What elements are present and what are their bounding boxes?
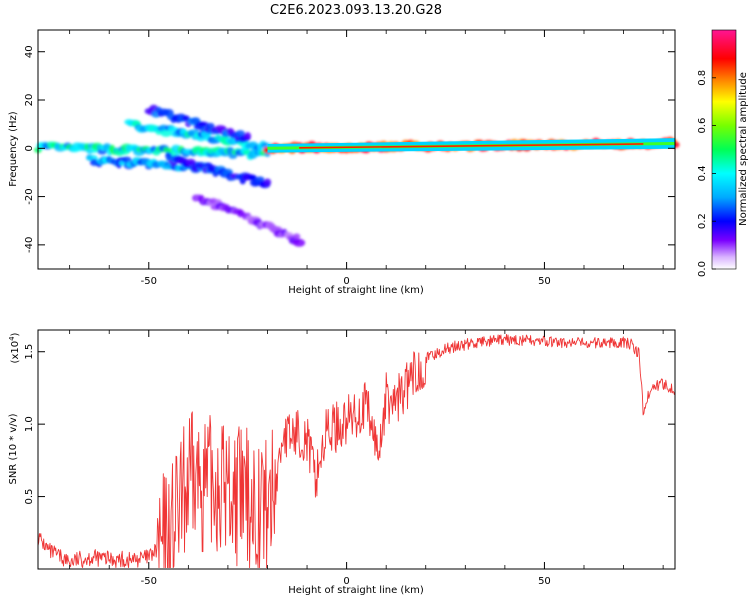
x-tick-label: 0 bbox=[343, 576, 349, 587]
colorbar: 0.0 0.2 0.4 0.6 0.8 Normalized spectral ampl… bbox=[697, 29, 749, 277]
snr-x-axis-label: Height of straight line (km) bbox=[288, 585, 424, 596]
x-tick-label: -50 bbox=[141, 276, 157, 287]
colorbar-gradient bbox=[711, 29, 737, 270]
snr-line bbox=[37, 333, 676, 569]
spectrogram-blob bbox=[293, 238, 306, 247]
snr-panel: -50 0 50 0.5 1.0 1.5 Height of straight line … bbox=[8, 329, 676, 596]
spectrogram-blob bbox=[244, 132, 252, 140]
x-tick-label: -50 bbox=[141, 576, 157, 587]
snr-frame bbox=[37, 329, 676, 570]
colorbar-tick-label: 0.6 bbox=[697, 118, 708, 134]
colorbar-tick-label: 0.8 bbox=[697, 70, 708, 86]
spectrogram-blob bbox=[197, 121, 209, 127]
snr-y-multiplier: (x104) bbox=[8, 332, 21, 363]
colorbar-ticks: 0.0 0.2 0.4 0.6 0.8 bbox=[697, 70, 716, 277]
spectrogram-blobs bbox=[34, 104, 680, 247]
colorbar-tick-label: 0.2 bbox=[697, 213, 708, 229]
snr-y-axis-label: SNR (10 * v/v) bbox=[8, 413, 19, 484]
spectrogram-blob bbox=[181, 115, 190, 121]
spectrogram-frame bbox=[37, 29, 676, 270]
spectrogram-panel: -50 0 50 -40 -20 0 20 40 Height of straight lin… bbox=[8, 29, 680, 296]
spectrogram-blob bbox=[121, 156, 132, 163]
snr-background bbox=[38, 330, 675, 569]
colorbar-label: Normalized spectral amplitude bbox=[738, 72, 749, 226]
y-tick-label: 0 bbox=[24, 145, 35, 151]
chart-title: C2E6.2023.093.13.20.G28 bbox=[270, 3, 442, 18]
spectrogram-blob bbox=[293, 233, 301, 240]
y-tick-label: -20 bbox=[24, 188, 35, 204]
colorbar-tick-label: 0.0 bbox=[697, 261, 708, 277]
y-tick-label: -40 bbox=[24, 237, 35, 253]
spectrogram-blob bbox=[248, 174, 258, 181]
y-tick-label: 1.0 bbox=[24, 416, 35, 432]
y-tick-label: 20 bbox=[24, 94, 35, 107]
snr-y-multiplier-exponent: 4 bbox=[8, 336, 16, 341]
y-tick-label: 40 bbox=[24, 45, 35, 58]
spectrogram-heat-layer bbox=[34, 104, 680, 247]
snr-y-multiplier-base: (x10 bbox=[10, 341, 21, 364]
y-tick-label: 0.5 bbox=[24, 489, 35, 505]
snr-y-multiplier-close: ) bbox=[10, 332, 21, 336]
y-tick-label: 1.5 bbox=[24, 344, 35, 360]
spectrogram-blob bbox=[160, 129, 172, 137]
spectrogram-y-axis-label: Frequency (Hz) bbox=[8, 111, 19, 187]
colorbar-tick-label: 0.4 bbox=[697, 165, 708, 181]
main-track-core bbox=[299, 143, 644, 149]
spectrogram-blob bbox=[185, 158, 196, 167]
x-tick-label: 50 bbox=[538, 576, 551, 587]
snr-ticks: -50 0 50 0.5 1.0 1.5 bbox=[24, 330, 675, 587]
spectrogram-blob bbox=[263, 178, 272, 186]
snr-line-layer bbox=[37, 333, 676, 569]
spectrogram-ticks: -50 0 50 -40 -20 0 20 40 bbox=[24, 30, 675, 287]
spectrogram-x-axis-label: Height of straight line (km) bbox=[288, 285, 424, 296]
x-tick-label: 0 bbox=[343, 276, 349, 287]
x-tick-label: 50 bbox=[538, 276, 551, 287]
